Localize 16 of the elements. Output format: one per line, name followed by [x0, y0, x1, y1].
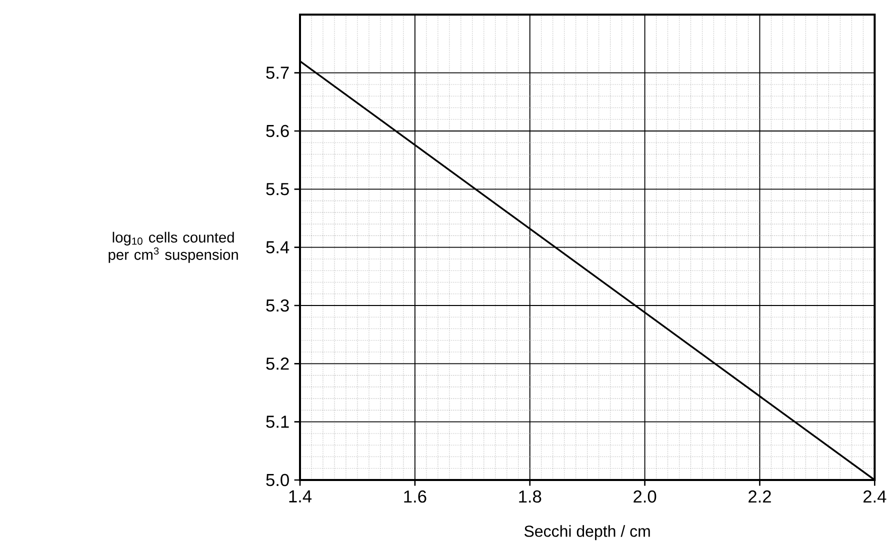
- y-tick-label: 5.7: [266, 66, 289, 79]
- y-tick-label: 5.1: [266, 416, 289, 428]
- y-tick-label: 5.0: [266, 474, 289, 486]
- x-tick-label: 2.2: [748, 490, 771, 503]
- x-tick-label: 2.0: [634, 490, 656, 503]
- y-tick-label: 5.6: [266, 124, 289, 138]
- x-tick-label: 1.4: [289, 490, 312, 502]
- y-tick-label: 5.3: [266, 299, 289, 312]
- y-axis-title: log$_{10}$ cells counted per cm$^{3}$ suspension: [108, 232, 238, 263]
- x-tick-label: 1.6: [404, 490, 426, 503]
- x-axis-title: Secchi depth / cm: [524, 525, 650, 540]
- y-tick-label: 5.2: [266, 358, 289, 370]
- x-tick-label: 2.4: [864, 490, 886, 503]
- x-tick-label: 1.8: [519, 490, 542, 503]
- y-tick-label: 5.5: [266, 183, 289, 196]
- y-tick-label: 5.4: [266, 241, 290, 254]
